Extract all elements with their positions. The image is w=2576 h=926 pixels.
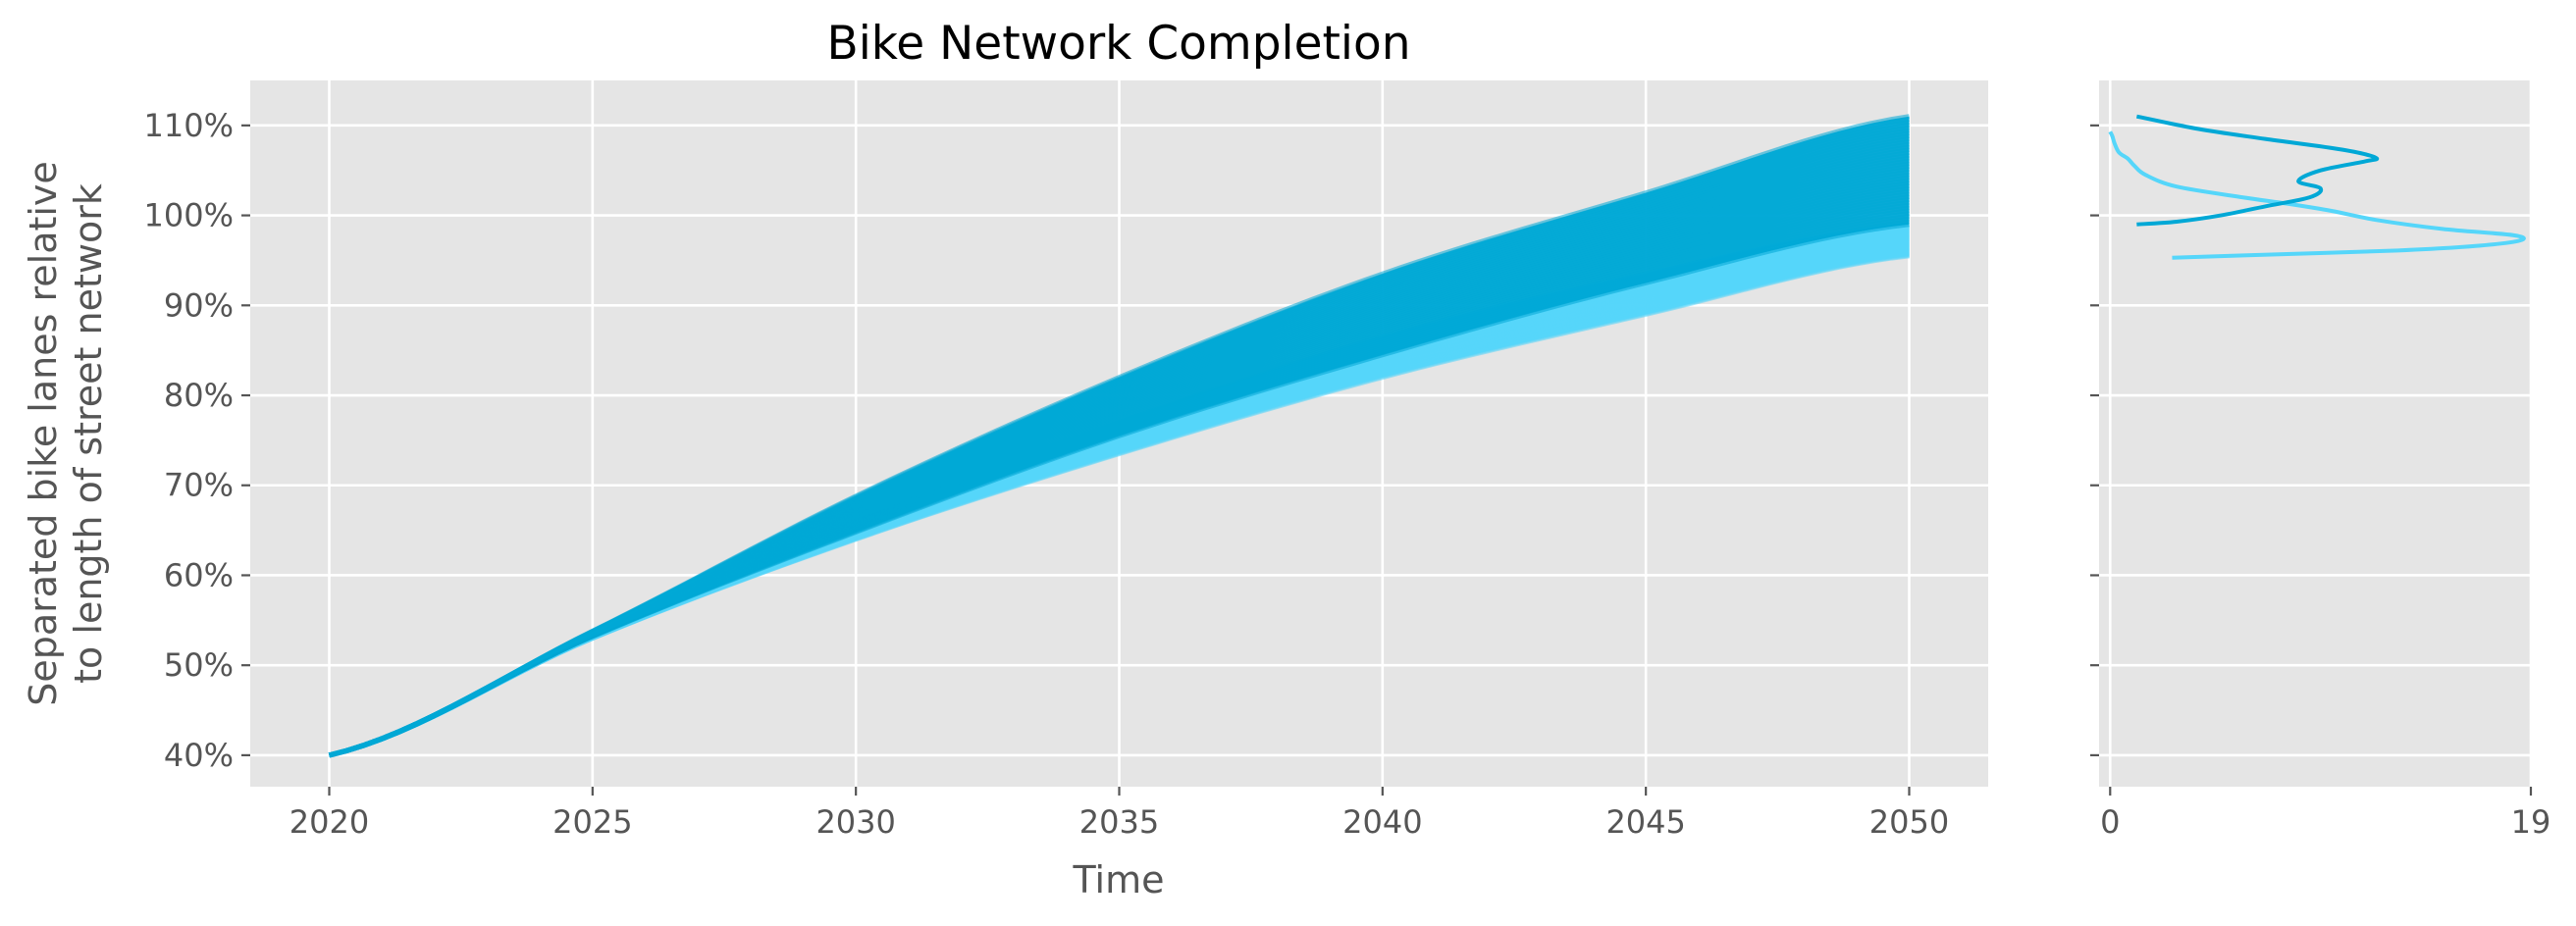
ensemble-dark-blue (328, 114, 1910, 758)
chart-title: Bike Network Completion (826, 17, 1410, 71)
x-tick-label: 2050 (1869, 803, 1949, 841)
x-tick-label: 2025 (552, 803, 632, 841)
x-tick-label: 2040 (1342, 803, 1422, 841)
density-x-tick-label: 0 (2100, 803, 2120, 841)
x-axis-label: Time (1073, 858, 1165, 901)
x-tick-label: 2035 (1079, 803, 1159, 841)
density-plot-background (2099, 80, 2531, 787)
x-tick-label: 2045 (1605, 803, 1685, 841)
ensemble-band (329, 116, 1910, 755)
y-axis-label-line1: Separated bike lanes relative (22, 161, 65, 706)
y-tick-label: 70% (164, 467, 234, 504)
y-tick-label: 110% (144, 107, 234, 144)
density-curve-dark-blue (2135, 114, 2380, 227)
y-tick-label: 80% (164, 377, 234, 414)
y-tick-label: 50% (164, 646, 234, 684)
ensemble-band (329, 224, 1910, 755)
y-tick-label: 90% (164, 286, 234, 324)
x-tick-label: 2030 (815, 803, 895, 841)
y-tick-label: 60% (164, 556, 234, 593)
y-tick-label: 40% (164, 737, 234, 774)
density-curve-light-blue (2108, 130, 2526, 260)
y-tick-label: 100% (144, 197, 234, 234)
x-tick-label: 2020 (289, 803, 369, 841)
density-x-tick-label: 19 (2511, 803, 2551, 841)
y-axis-label-line2: to length of street network (67, 183, 110, 684)
